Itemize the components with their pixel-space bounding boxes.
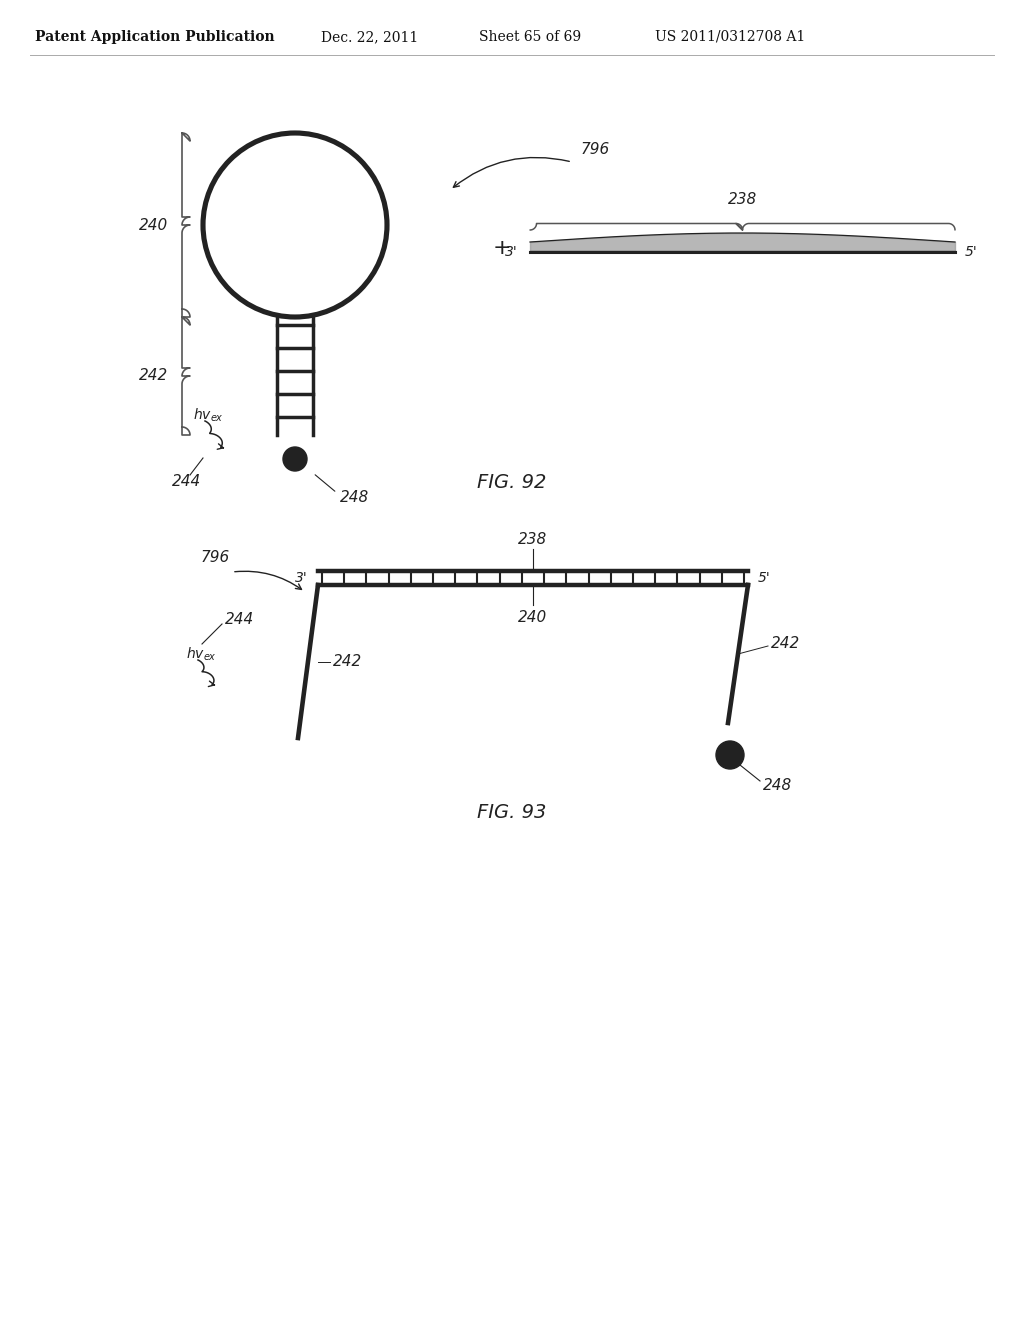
Circle shape (716, 741, 744, 770)
Text: 242: 242 (771, 636, 800, 652)
Text: 5': 5' (758, 572, 771, 585)
Text: FIG. 93: FIG. 93 (477, 803, 547, 821)
Text: 240: 240 (138, 218, 168, 232)
Text: FIG. 92: FIG. 92 (477, 473, 547, 491)
Text: 796: 796 (201, 550, 229, 565)
Circle shape (283, 447, 307, 471)
Text: 240: 240 (518, 610, 548, 624)
Text: 248: 248 (340, 490, 370, 504)
Text: 3': 3' (505, 246, 518, 259)
Text: US 2011/0312708 A1: US 2011/0312708 A1 (655, 30, 805, 44)
Text: 242: 242 (138, 368, 168, 384)
Text: $hv_{ex}$: $hv_{ex}$ (186, 645, 217, 663)
Text: 244: 244 (225, 612, 254, 627)
Text: $hv_{ex}$: $hv_{ex}$ (193, 407, 224, 424)
Text: 238: 238 (728, 193, 757, 207)
Text: 244: 244 (172, 474, 202, 488)
Text: 248: 248 (763, 777, 793, 792)
Text: 3': 3' (295, 572, 308, 585)
Text: 5': 5' (965, 246, 978, 259)
Text: Sheet 65 of 69: Sheet 65 of 69 (479, 30, 581, 44)
Text: 238: 238 (518, 532, 548, 546)
Text: +: + (493, 238, 511, 257)
Text: 796: 796 (581, 143, 609, 157)
Text: Dec. 22, 2011: Dec. 22, 2011 (322, 30, 419, 44)
Text: Patent Application Publication: Patent Application Publication (35, 30, 274, 44)
Text: 242: 242 (333, 653, 362, 669)
